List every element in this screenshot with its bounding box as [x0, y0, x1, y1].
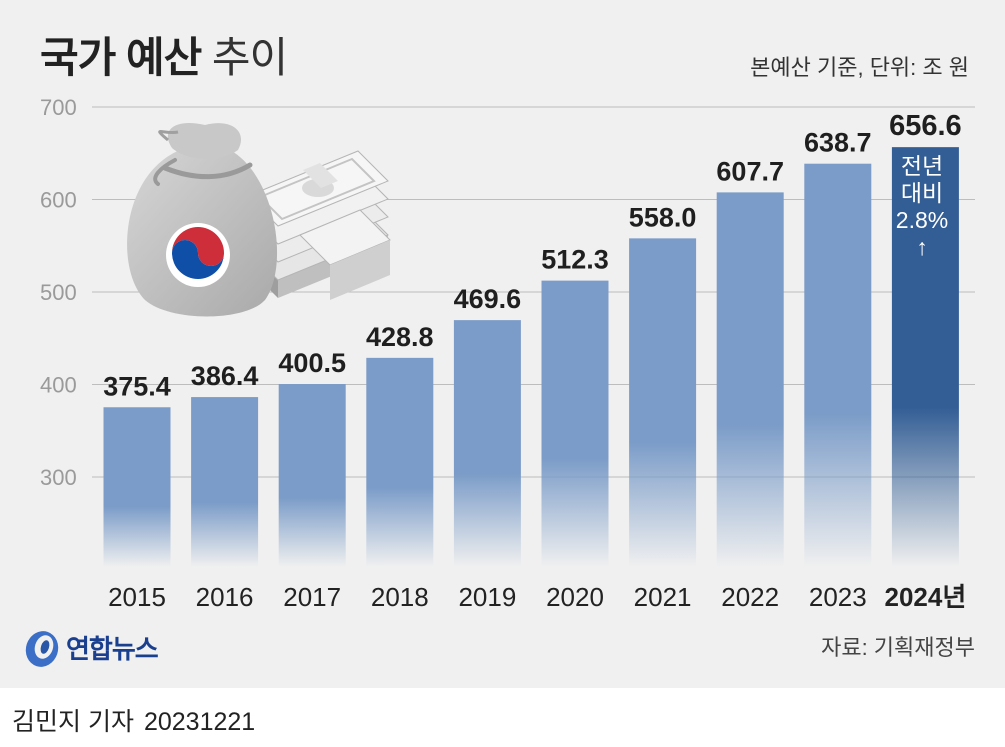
bar	[453, 320, 521, 567]
value-label: 400.5	[278, 348, 346, 378]
y-tick-label: 500	[40, 280, 77, 305]
unit-note: 본예산 기준, 단위: 조 원	[750, 55, 969, 80]
x-tick-label: 2018	[371, 582, 429, 612]
value-label: 469.6	[454, 284, 522, 314]
money-bag-icon	[127, 122, 278, 317]
yonhap-logo: 연합뉴스	[22, 622, 159, 672]
value-label: 375.4	[103, 371, 171, 401]
value-label: 656.6	[889, 110, 962, 142]
yonhap-logo-icon	[25, 631, 59, 667]
value-label: 558.0	[629, 202, 697, 232]
value-label: 428.8	[366, 322, 434, 352]
bar	[366, 357, 434, 567]
bar-chart: 300 400 500 600 700	[40, 95, 975, 612]
value-label: 386.4	[191, 361, 259, 391]
title-bold: 국가 예산	[40, 34, 202, 81]
y-tick-label: 700	[40, 95, 77, 120]
x-tick-label: 2016	[196, 582, 254, 612]
bar	[804, 163, 872, 567]
value-label: 607.7	[716, 156, 784, 186]
title-light: 추이	[211, 34, 288, 81]
bar	[278, 384, 346, 567]
annotation-line: 전년	[900, 153, 944, 179]
value-label: 638.7	[804, 128, 872, 158]
y-tick-label: 600	[40, 188, 77, 213]
x-axis-labels: 2015 2016 2017 2018 2019 2020 2021 2022 2023 2024…	[108, 582, 966, 612]
x-tick-label: 2023	[809, 582, 867, 612]
yoy-annotation: 전년 대비 2.8% ↑	[888, 153, 956, 261]
bar	[103, 407, 171, 567]
bar	[891, 147, 959, 567]
x-tick-label: 2017	[283, 582, 341, 612]
x-tick-label: 2021	[634, 582, 692, 612]
y-tick-label: 300	[40, 465, 77, 490]
y-tick-label: 400	[40, 373, 77, 398]
x-tick-label: 2019	[458, 582, 516, 612]
bar	[191, 397, 259, 567]
bars	[103, 147, 959, 567]
bar	[629, 238, 697, 567]
chart-title: 국가 예산 추이	[40, 24, 288, 85]
y-axis-ticks: 300 400 500 600 700	[40, 95, 77, 490]
annotation-line: 2.8%	[895, 207, 949, 233]
reporter-name: 김민지 기자	[12, 708, 134, 736]
bar	[541, 280, 609, 567]
value-labels: 375.4 386.4 400.5 428.8 469.6 512.3 558.0 607.7…	[103, 110, 961, 401]
bar	[716, 192, 784, 567]
publish-date: 20231221	[143, 708, 256, 736]
source-note: 자료: 기획재정부	[821, 635, 975, 660]
x-tick-label: 2015	[108, 582, 166, 612]
logo-text: 연합뉴스	[66, 633, 159, 664]
annotation-line: 대비	[900, 180, 944, 206]
infographic-card: 300 400 500 600 700	[0, 0, 1005, 688]
banknote-stack-icon	[247, 150, 391, 300]
annotation-line: ↑	[916, 234, 928, 260]
taegeuk-emblem-icon	[166, 223, 230, 287]
x-tick-label: 2020	[546, 582, 604, 612]
byline: 김민지 기자 20231221	[12, 702, 255, 738]
x-tick-label: 2022	[721, 582, 779, 612]
value-label: 512.3	[541, 245, 609, 275]
x-tick-label: 2024년	[885, 582, 967, 612]
